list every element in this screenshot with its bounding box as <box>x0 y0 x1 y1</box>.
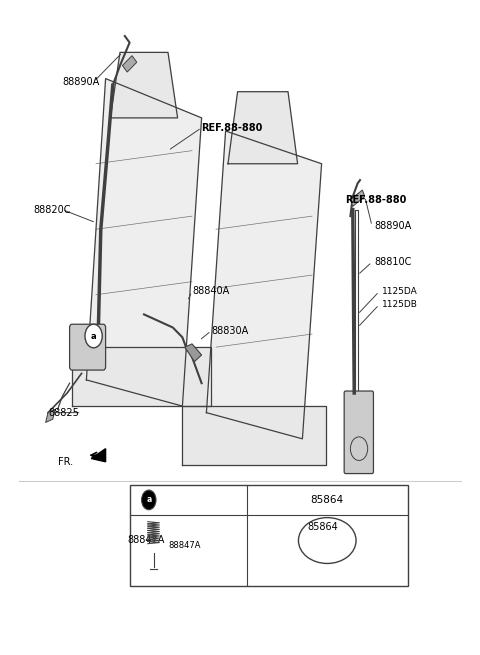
FancyBboxPatch shape <box>344 391 373 474</box>
Polygon shape <box>182 406 326 465</box>
Text: 1125DA: 1125DA <box>382 287 417 296</box>
Polygon shape <box>110 52 178 118</box>
Text: 1125DB: 1125DB <box>382 300 418 309</box>
Polygon shape <box>206 131 322 439</box>
Text: 88825: 88825 <box>48 407 79 418</box>
Text: 88890A: 88890A <box>374 221 412 231</box>
Text: 85864: 85864 <box>307 522 338 533</box>
Text: 88820C: 88820C <box>34 204 71 215</box>
Polygon shape <box>228 92 298 164</box>
Text: a: a <box>146 495 151 504</box>
Polygon shape <box>91 449 106 462</box>
Polygon shape <box>350 190 365 206</box>
Circle shape <box>142 490 156 510</box>
Polygon shape <box>72 347 211 406</box>
Polygon shape <box>185 344 202 362</box>
Text: 88847A: 88847A <box>168 541 201 550</box>
Circle shape <box>85 324 102 348</box>
Bar <box>130 485 408 586</box>
Polygon shape <box>46 409 55 422</box>
Text: 88847A: 88847A <box>127 535 165 546</box>
Text: REF.88-880: REF.88-880 <box>202 122 263 133</box>
Text: FR.: FR. <box>58 457 73 467</box>
Text: a: a <box>91 331 96 341</box>
Text: 85864: 85864 <box>311 495 344 505</box>
Text: 88840A: 88840A <box>192 286 229 297</box>
Polygon shape <box>122 56 137 72</box>
Text: REF.88-880: REF.88-880 <box>346 195 407 205</box>
FancyBboxPatch shape <box>70 324 106 370</box>
Polygon shape <box>86 79 202 406</box>
Text: 88890A: 88890A <box>62 77 100 87</box>
Text: 88810C: 88810C <box>374 257 412 267</box>
Text: 88830A: 88830A <box>211 326 249 336</box>
